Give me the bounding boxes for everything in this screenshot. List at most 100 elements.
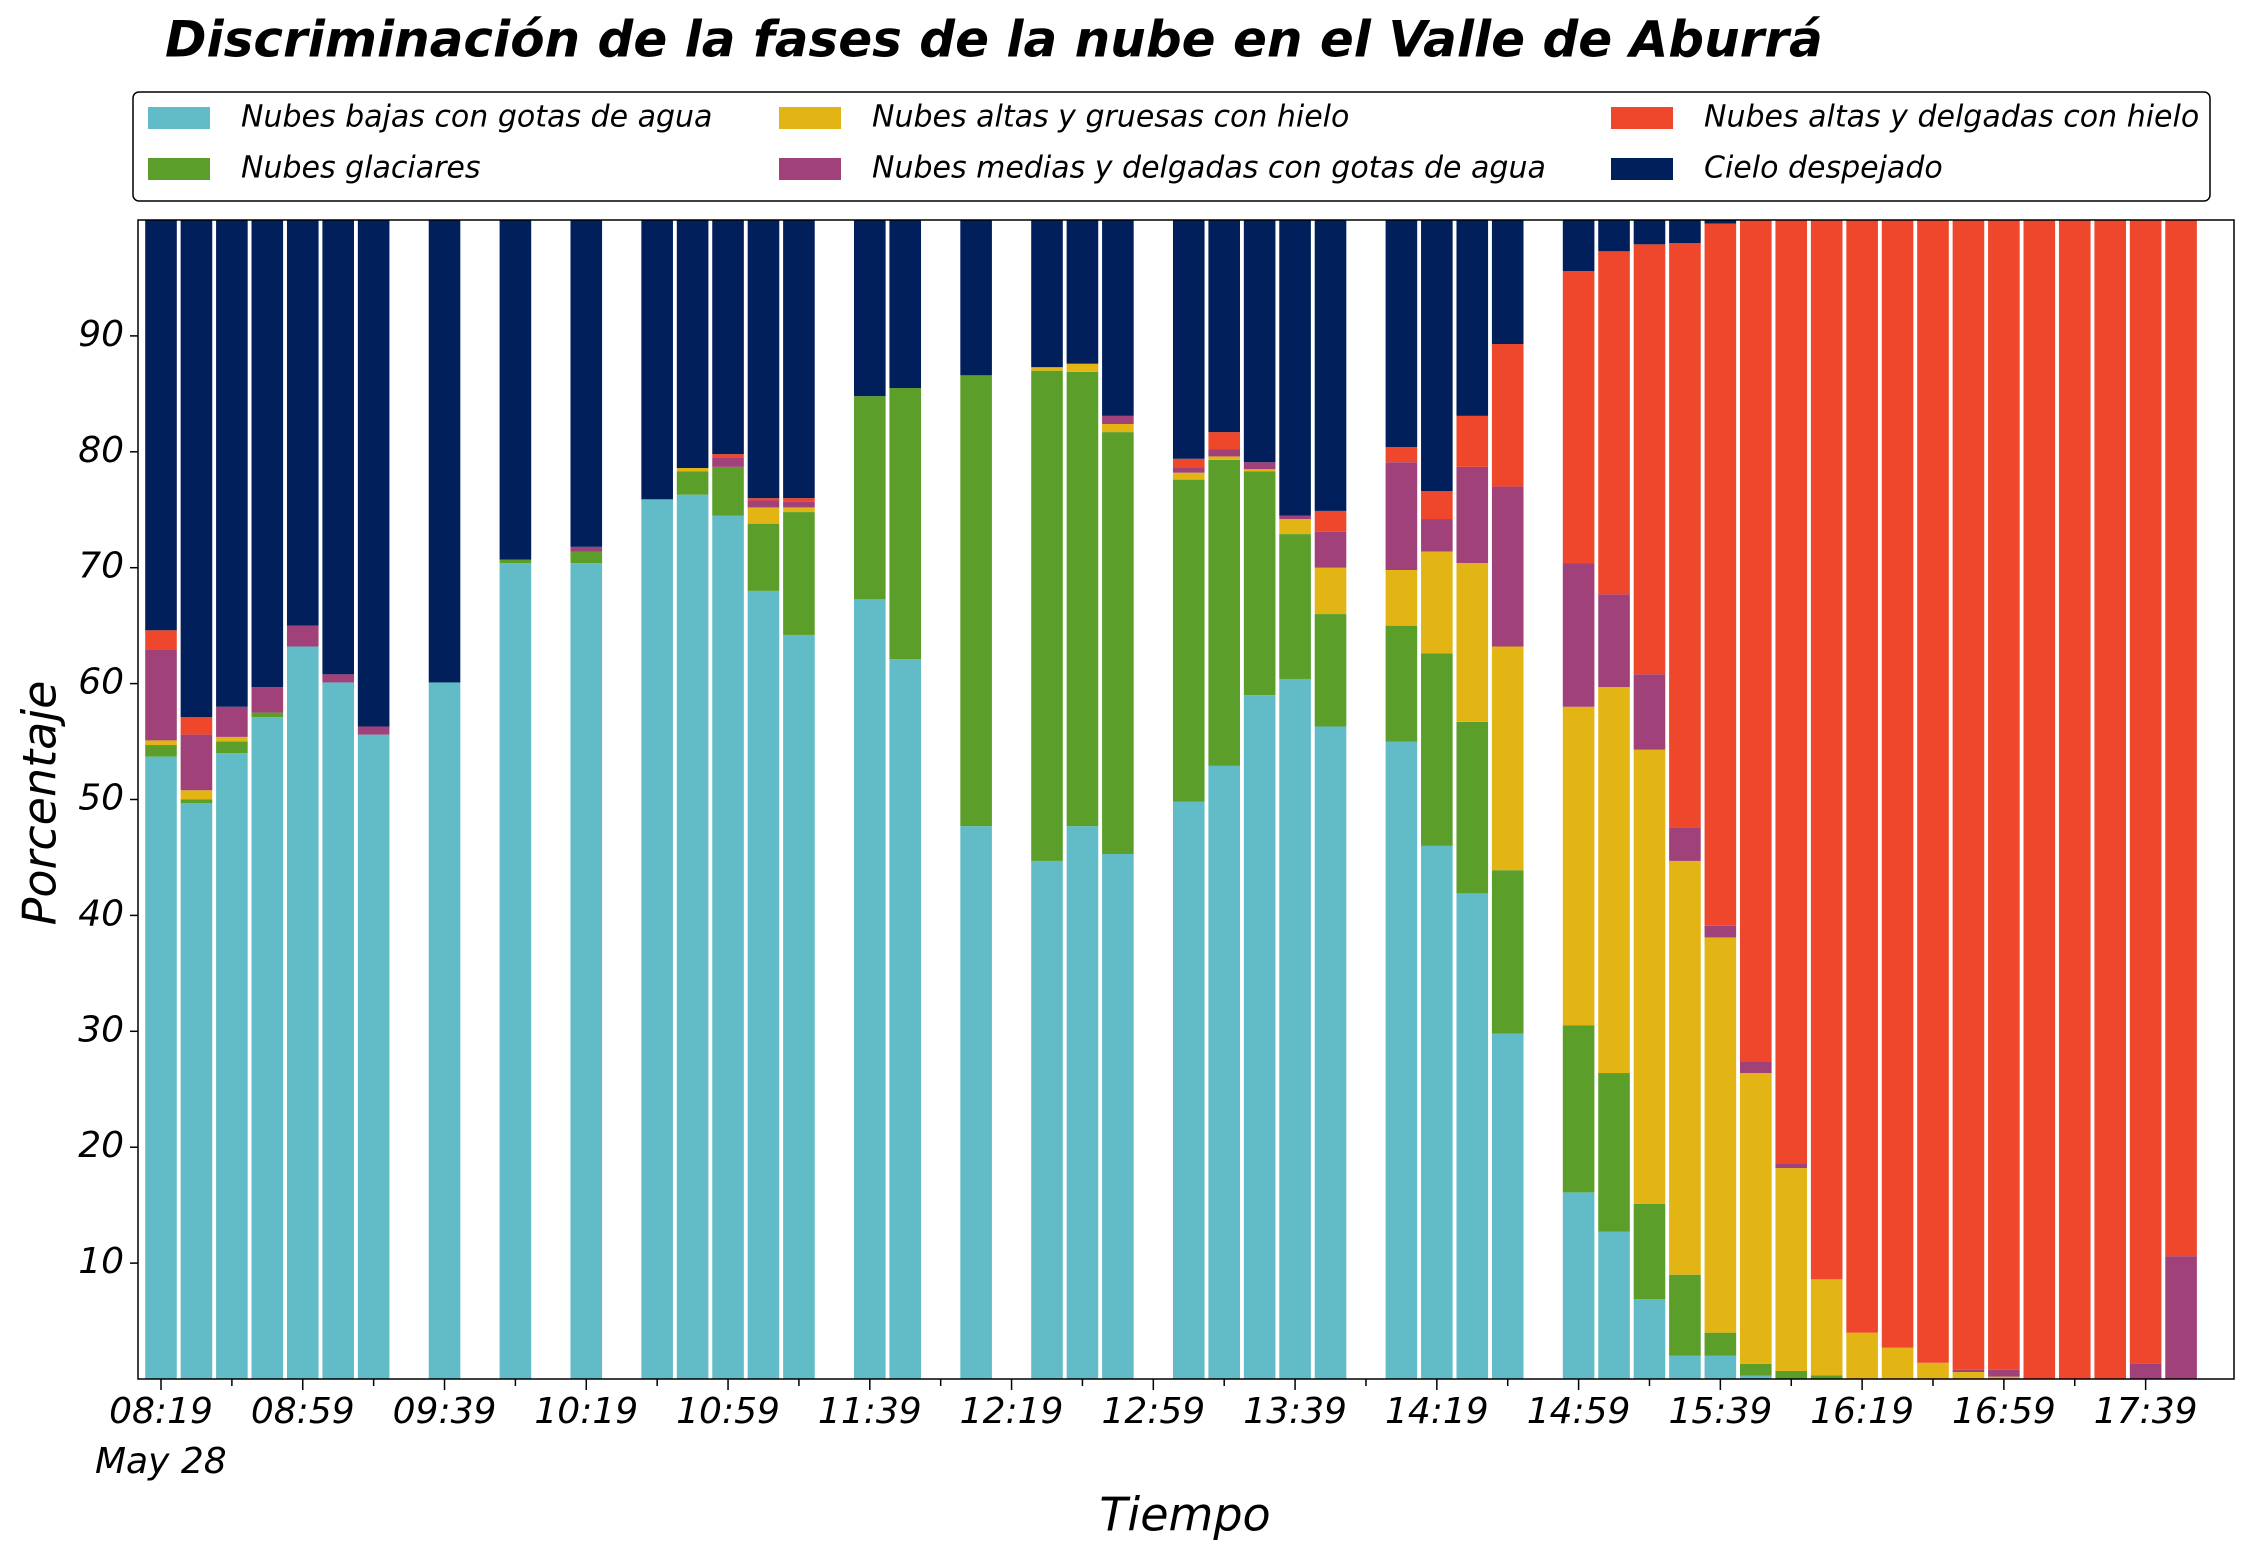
bar-segment <box>1279 678 1311 1379</box>
bar-segment <box>712 454 744 458</box>
bar-segment <box>1243 695 1276 1379</box>
bar-segment <box>1562 1192 1595 1379</box>
bar-segment <box>1598 594 1630 688</box>
bar-segment <box>1881 1347 1914 1379</box>
bar-segment <box>1491 646 1524 871</box>
bar-segment <box>1102 220 1134 416</box>
bar-segment <box>747 523 780 591</box>
bar-segment <box>1704 223 1737 926</box>
bar-segment <box>357 734 390 1379</box>
bar-segment <box>1421 519 1453 552</box>
y-tick-label: 60 <box>78 662 124 703</box>
bar-segment <box>1172 220 1205 459</box>
bar-segment <box>1314 510 1347 532</box>
bar-segment <box>676 220 709 469</box>
bar-segment <box>1704 1355 1737 1379</box>
x-tick-label: 16:59 <box>1952 1391 2056 1432</box>
bar-segment <box>286 646 319 1379</box>
bar-segment <box>1066 363 1099 372</box>
bar-segment <box>1421 220 1453 492</box>
bar-segment <box>1988 220 2020 1370</box>
bar-segment <box>1917 1362 1949 1379</box>
bar-segment <box>2129 220 2162 1364</box>
legend-swatch <box>148 107 210 129</box>
bar-segment <box>1598 251 1630 595</box>
bar-segment <box>1491 870 1524 1034</box>
bar-segment <box>1846 1332 1878 1379</box>
bar-segment <box>1102 432 1134 854</box>
bar-segment <box>712 220 744 455</box>
bar-segment <box>960 220 992 376</box>
bar-segment <box>251 712 284 718</box>
bar-segment <box>1740 1061 1772 1074</box>
bar-segment <box>357 726 390 735</box>
bar-segment <box>180 717 213 735</box>
bar-segment <box>1172 472 1205 480</box>
bar-segment <box>783 507 815 513</box>
bar-segment <box>1952 1372 1985 1379</box>
bar-segment <box>854 220 886 397</box>
bar-segment <box>1421 551 1453 654</box>
bar-segment <box>180 790 213 800</box>
bar-segment <box>1031 220 1063 368</box>
y-tick-label: 10 <box>78 1241 124 1282</box>
x-date-label: May 28 <box>95 1441 227 1482</box>
legend-label: Nubes bajas con gotas de agua <box>241 100 712 135</box>
x-tick-label: 10:59 <box>676 1391 780 1432</box>
bar-segment <box>1669 860 1701 1275</box>
bar-segment <box>889 220 922 389</box>
bar-segment <box>1456 466 1489 564</box>
bar-segment <box>1279 515 1311 520</box>
bar-segment <box>641 220 673 500</box>
bar-segment <box>1740 1073 1772 1364</box>
bar-segment <box>1491 486 1524 647</box>
bar-segment <box>889 659 922 1379</box>
bar-segment <box>1208 432 1240 450</box>
bar-segment <box>1988 1369 2020 1377</box>
bar-segment <box>1633 220 1666 245</box>
bar-segment <box>1208 765 1240 1379</box>
bar-segment <box>1669 220 1701 244</box>
y-tick-label: 70 <box>78 546 124 587</box>
bar-segment <box>1562 270 1595 564</box>
legend-swatch <box>1611 158 1673 180</box>
bar-segment <box>1740 1363 1772 1376</box>
bar-segment <box>1102 853 1134 1379</box>
bar-segment <box>1385 570 1418 626</box>
bar-segment <box>1491 344 1524 487</box>
x-tick-label: 12:59 <box>1101 1391 1205 1432</box>
bar-segment <box>1633 674 1666 750</box>
x-tick-label: 16:19 <box>1810 1391 1914 1432</box>
bar-segment <box>854 396 886 599</box>
bar-segment <box>1598 1231 1630 1379</box>
bar-segment <box>1562 220 1595 271</box>
bar-segment <box>145 630 177 650</box>
bar-segment <box>1243 471 1276 696</box>
bar-segment <box>2094 220 2126 1379</box>
bar-segment <box>216 220 248 707</box>
bar-segment <box>1314 531 1347 568</box>
bar-segment <box>1172 468 1205 473</box>
bar-segment <box>1491 220 1524 345</box>
bar-segment <box>322 220 354 675</box>
bar-segment <box>1491 1033 1524 1379</box>
bar-segment <box>1172 801 1205 1379</box>
bar-segment <box>1243 220 1276 463</box>
chart-title: Discriminación de la fases de la nube en… <box>165 11 1823 69</box>
y-tick-label: 80 <box>78 430 124 471</box>
bar-segment <box>180 802 213 1379</box>
x-tick-label: 08:19 <box>109 1391 213 1432</box>
bar-segment <box>1917 220 1949 1363</box>
bar-segment <box>1102 423 1134 433</box>
bar-segment <box>1066 220 1099 364</box>
legend-label: Nubes altas y delgadas con hielo <box>1704 100 2199 135</box>
bar-segment <box>145 756 177 1379</box>
bar-segment <box>1172 458 1205 469</box>
legend-swatch <box>1611 107 1673 129</box>
y-tick-label: 20 <box>78 1125 124 1166</box>
y-tick-label: 30 <box>78 1009 124 1050</box>
bar-segment <box>889 388 922 660</box>
bar-segment <box>1208 220 1240 433</box>
legend-label: Nubes medias y delgadas con gotas de agu… <box>872 151 1546 186</box>
